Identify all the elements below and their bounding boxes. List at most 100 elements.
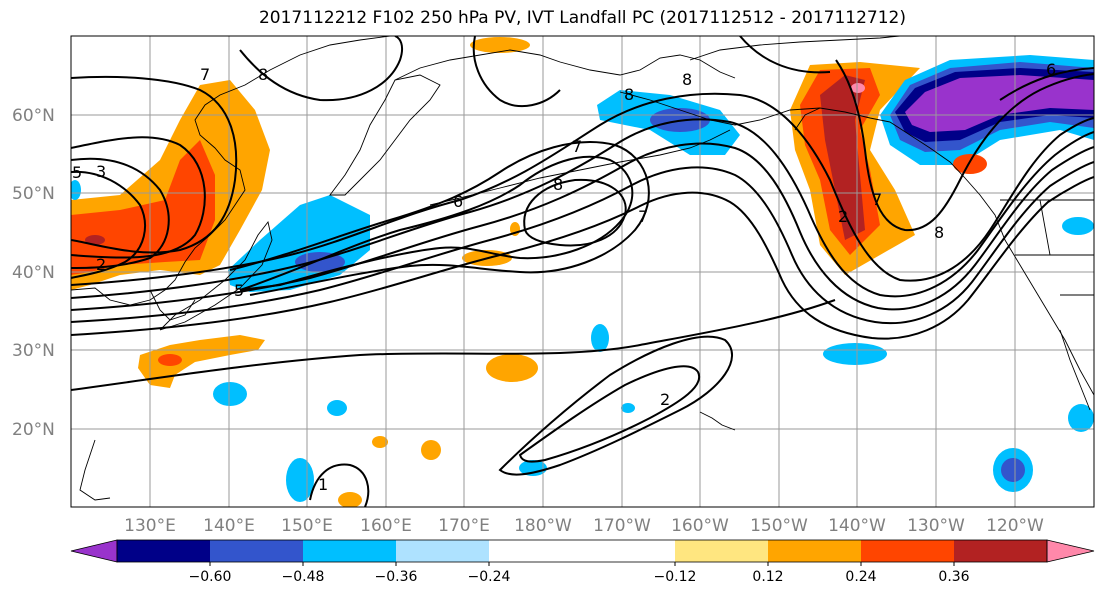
- contour-label: 8: [682, 70, 692, 89]
- colorbar-segment: [117, 540, 210, 562]
- shade-blob-5: [591, 324, 609, 352]
- shade-blob-6: [823, 343, 887, 365]
- contour-1: [71, 75, 238, 254]
- contour-label: 7: [872, 190, 882, 209]
- coast-alaska: [619, 91, 891, 126]
- colorbar-segment: [582, 540, 675, 562]
- shade-blob-8: [1001, 458, 1025, 482]
- contour-label: 1: [318, 475, 328, 494]
- shade-blob-10: [286, 458, 314, 502]
- colorbar-segment: [396, 540, 489, 562]
- colorbar-segment: [954, 540, 1047, 562]
- lat-label: 50°N: [12, 184, 55, 204]
- islands-pacific: [79, 439, 111, 501]
- shade-blob-19: [621, 403, 635, 413]
- contour-14: [498, 335, 733, 476]
- colorbar-tick-label: −0.60: [189, 569, 232, 585]
- contour-17: [239, 36, 404, 102]
- islands-hawaii: [699, 411, 736, 431]
- shade-blob-15: [1062, 217, 1094, 235]
- lon-label: 180°W: [514, 516, 572, 536]
- contour-9: [71, 176, 1094, 340]
- shade-blob-9: [1068, 404, 1094, 432]
- contour-20: [835, 59, 1094, 232]
- contour-18: [472, 36, 561, 108]
- shade-goa-pink: [851, 83, 865, 93]
- colorbar-segment: [303, 540, 396, 562]
- pv-shading: [71, 37, 1094, 507]
- colorbar-tick-label: 0.12: [752, 569, 783, 585]
- lat-label: 60°N: [12, 106, 55, 126]
- coast-asia: [71, 36, 391, 306]
- contour-2: [71, 136, 206, 259]
- colorbar-tick-label: −0.48: [282, 569, 325, 585]
- contour-label: 7: [638, 207, 648, 226]
- colorbar-extend-high: [1046, 539, 1095, 563]
- coastlines: [71, 36, 1094, 501]
- shade-west-max: [85, 235, 105, 245]
- shade-blob-2: [327, 400, 347, 416]
- contour-label: 5: [72, 163, 82, 182]
- coast-japan: [159, 220, 273, 331]
- contour-8: [71, 161, 1094, 325]
- lon-label: 140°E: [203, 516, 255, 536]
- contour-label: 7: [200, 65, 210, 84]
- contour-4: [71, 170, 146, 279]
- shade-blob-13: [372, 436, 388, 448]
- shade-blob-11: [519, 460, 547, 476]
- shade-canada-purple: [905, 75, 1094, 132]
- lon-label: 170°W: [593, 516, 651, 536]
- contour-label: 8: [258, 65, 268, 84]
- contour-label: 2: [838, 207, 848, 226]
- lon-label: 120°W: [986, 516, 1044, 536]
- contour-label: 6: [1046, 60, 1056, 79]
- contour-15: [518, 365, 701, 463]
- colorbar-segment: [210, 540, 303, 562]
- lat-label: 20°N: [12, 420, 55, 440]
- shade-blob-16: [71, 180, 81, 200]
- lon-label: 130°E: [124, 516, 176, 536]
- lon-label: 160°W: [671, 516, 729, 536]
- plot-frame: [70, 35, 1095, 508]
- coast-goa: [794, 107, 821, 131]
- shade-goa-dark: [820, 75, 865, 240]
- lat-label: 30°N: [12, 341, 55, 361]
- colorbar-frame: [116, 539, 1048, 563]
- colorbar-extend-low: [70, 539, 118, 563]
- map-plot-area: 7 8 3 5 2 7 8 7 6 8 2 8 7 6 5 8 2 1: [71, 36, 1094, 507]
- lat-label: 40°N: [12, 263, 55, 283]
- map-title: 2017112212 F102 250 hPa PV, IVT Landfall…: [258, 8, 906, 28]
- contour-3: [71, 157, 170, 269]
- colorbar-tick-label: −0.12: [654, 569, 697, 585]
- contour-11: [229, 141, 650, 296]
- coast-siberia-ne: [394, 49, 736, 81]
- lon-label: 130°W: [907, 516, 965, 536]
- colorbar-segment: [861, 540, 954, 562]
- shade-blob-12: [421, 440, 441, 460]
- contour-12: [523, 178, 627, 247]
- shade-subtropic-core: [158, 354, 182, 366]
- contour-7: [71, 142, 1094, 311]
- coast-na-west: [889, 121, 1094, 396]
- colorbar: −0.60 −0.48 −0.36 −0.24 −0.12 0.12 0.24 0.36: [70, 539, 1095, 585]
- contour-19: [739, 36, 831, 74]
- coast-na-interior: [1000, 199, 1094, 296]
- colorbar-tick-label: −0.24: [468, 569, 511, 585]
- shade-blob-14: [470, 37, 530, 53]
- shade-west-positive-core: [71, 140, 215, 275]
- contour-16: [309, 463, 370, 507]
- contour-label: 3: [96, 162, 106, 181]
- contour-10: [239, 155, 634, 291]
- contour-label: 8: [934, 223, 944, 242]
- contour-13: [71, 299, 836, 391]
- coast-baja: [1059, 329, 1091, 411]
- colorbar-segment: [489, 540, 582, 562]
- contour-label: 7: [572, 137, 582, 156]
- coast-kamchatka: [329, 74, 441, 196]
- colorbar-segment: [675, 540, 768, 562]
- colorbar-tick-label: −0.36: [375, 569, 418, 585]
- colorbar-tick-label: 0.36: [938, 569, 969, 585]
- shade-subtropic-positive: [138, 335, 265, 388]
- contour-label: 5: [234, 281, 244, 300]
